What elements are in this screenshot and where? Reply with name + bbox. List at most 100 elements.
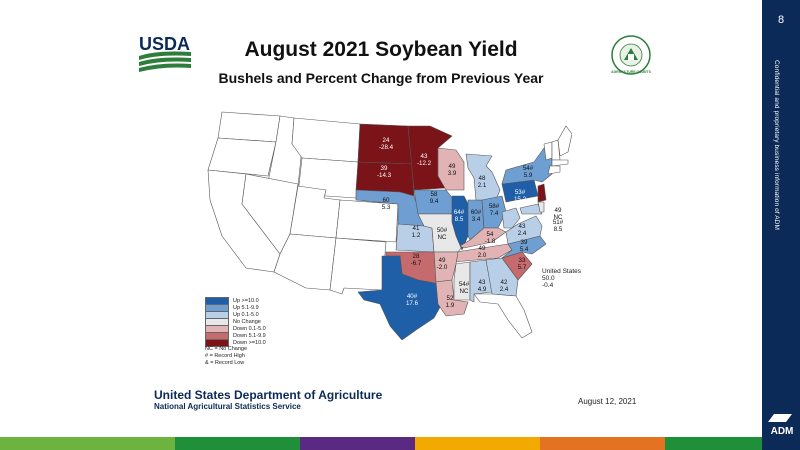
state-va (505, 215, 543, 245)
state-yield-ne: 60 (383, 197, 390, 204)
state-yield-ia: 58 (431, 191, 438, 198)
state-change-mo: NC (438, 234, 447, 241)
state-nm (329, 237, 387, 295)
state-yield-mo: 50# (437, 227, 448, 234)
state-co (335, 199, 399, 243)
state-or (207, 137, 277, 177)
us-total-yield: 50.0 (542, 275, 555, 282)
state-yield-la: 52 (447, 295, 454, 302)
state-change-pa: 15.2 (514, 196, 527, 203)
state-ny (501, 147, 553, 185)
state-yield-md: 51# (553, 219, 564, 226)
state-change-ga: 2.4 (500, 286, 509, 293)
state-change-de: NC (554, 214, 563, 221)
state-yield-il: 64# (454, 209, 465, 216)
state-yield-ks: 41 (413, 225, 420, 232)
state-me (557, 125, 572, 157)
legend-label: Down 5.1-9.9 (233, 332, 266, 339)
state-ct (547, 165, 561, 175)
state-change-nd: -28.4 (379, 144, 394, 151)
us-total: United States 50.0 -0.4 (542, 268, 581, 289)
state-change-al: 4.9 (478, 286, 487, 293)
state-yield-ky: 54 (487, 231, 494, 238)
legend-label: No Change (233, 318, 261, 325)
state-mt (291, 117, 361, 163)
agriculture-counts-text: AGRICULTURE COUNTS (611, 70, 651, 74)
state-ma (551, 159, 569, 167)
us-total-label: United States (542, 268, 582, 275)
legend-note-nc: NC = No Change (205, 346, 248, 352)
adm-logo: ADM (768, 414, 794, 437)
footer-service: National Agricultural Statistics Service (154, 402, 301, 411)
state-la (435, 279, 469, 317)
state-nj (537, 183, 547, 203)
state-fl (473, 293, 533, 339)
state-yield-ok: 28 (413, 253, 420, 260)
legend-note-record-low: & = Record Low (205, 360, 245, 366)
state-yield-va: 43 (519, 223, 526, 230)
state-yield-nd: 24 (383, 137, 390, 144)
state-change-tn: 2.0 (478, 252, 487, 259)
state-tx (357, 255, 445, 340)
state-yield-pa: 53# (515, 189, 526, 196)
usda-logo-text: USDA (139, 34, 190, 54)
state-change-tx: 17.6 (406, 300, 419, 307)
legend-label: Up >=10.0 (233, 297, 259, 304)
state-nc (501, 235, 547, 259)
map-legend: Up >=10.0 Up 5.1-9.9 Up 0.1-5.0 No Change Do… (205, 296, 266, 367)
state-yield-oh: 58# (489, 203, 500, 210)
adm-logo-text: ADM (771, 426, 794, 437)
state-mi (465, 153, 501, 201)
state-yield-sd: 39 (381, 165, 388, 172)
state-yield-al: 43 (479, 279, 486, 286)
state-change-nc: 5.4 (520, 246, 529, 253)
state-change-md: 8.5 (554, 226, 563, 233)
state-ga (485, 257, 519, 297)
state-change-ky: -1.8 (485, 238, 496, 245)
state-yield-ga: 42 (501, 279, 508, 286)
state-yield-mi: 48 (479, 175, 486, 182)
footer-agency: United States Department of Agriculture (154, 388, 383, 402)
state-yield-sc: 33 (519, 257, 526, 264)
legend-label: Up 0.1-5.0 (233, 311, 259, 318)
state-yield-in: 60# (471, 209, 482, 216)
state-ky (459, 227, 507, 249)
state-ms (453, 261, 471, 301)
state-de (537, 201, 545, 213)
color-stripes (0, 437, 762, 450)
state-yield-de: 49 (555, 207, 562, 214)
map-subtitle: Bushels and Percent Change from Previous… (218, 70, 544, 86)
state-change-ms: NC (460, 288, 469, 295)
map-title: August 2021 Soybean Yield (244, 38, 518, 61)
state-change-oh: 7.4 (490, 210, 499, 217)
state-change-va: 2.4 (518, 230, 527, 237)
state-yield-tn: 49 (479, 245, 486, 252)
state-yield-nc: 39 (521, 239, 528, 246)
report-date: August 12, 2021 (578, 397, 637, 406)
state-wv (501, 207, 521, 229)
slide: USDA AGRICULTURE COUNTS August 2021 Soyb… (0, 34, 762, 450)
state-change-sd: -14.3 (377, 172, 392, 179)
state-change-wi: 3.9 (448, 170, 457, 177)
state-oh (481, 195, 507, 229)
legend-note-record-high: # = Record High (205, 353, 245, 359)
right-sidebar: 8 Confidential and proprietary business … (762, 0, 800, 450)
state-change-sc: 5.7 (518, 264, 527, 271)
state-wi (437, 147, 465, 191)
usda-logo: USDA (139, 34, 191, 72)
legend-label: Down >=10.0 (233, 339, 266, 346)
state-wa (217, 111, 281, 143)
state-md (519, 203, 543, 215)
state-ar (433, 251, 459, 283)
state-change-ia: 9.4 (430, 198, 439, 205)
state-yield-ms: 54# (459, 281, 470, 288)
state-change-mn: -12.2 (417, 160, 432, 167)
agriculture-counts-logo: AGRICULTURE COUNTS (611, 35, 652, 75)
state-yield-ny: 54# (523, 165, 534, 172)
legend-swatch (205, 338, 229, 347)
confidential-note: Confidential and proprietary business in… (773, 60, 780, 230)
legend-item: Down >=10.0 (205, 338, 266, 347)
state-change-la: 1.9 (446, 302, 455, 309)
us-total-change: -0.4 (542, 282, 554, 289)
page-number: 8 (777, 14, 785, 26)
